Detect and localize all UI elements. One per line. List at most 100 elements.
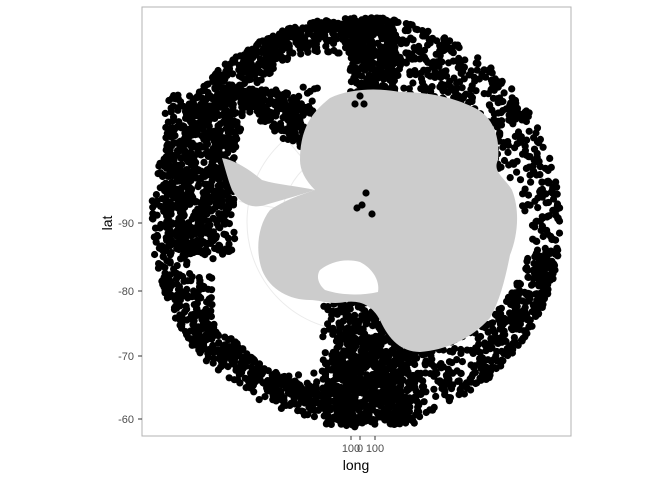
data-point: [493, 337, 501, 345]
data-point: [158, 277, 166, 285]
data-point: [502, 105, 510, 113]
data-point: [525, 163, 533, 171]
data-point: [530, 269, 539, 277]
data-point: [480, 90, 488, 98]
data-point: [213, 346, 221, 354]
data-point: [162, 234, 170, 242]
data-point: [355, 388, 363, 396]
data-point: [204, 353, 212, 361]
data-point: [170, 304, 179, 312]
data-point: [360, 100, 368, 108]
data-point: [333, 334, 342, 342]
data-point: [176, 222, 184, 230]
data-point: [420, 82, 428, 90]
data-point: [432, 392, 440, 400]
data-point: [188, 341, 196, 349]
data-point: [212, 232, 220, 240]
data-point: [374, 362, 382, 370]
data-point: [223, 68, 231, 76]
data-point: [272, 90, 280, 98]
data-point: [164, 242, 172, 250]
data-point: [239, 345, 247, 353]
data-point: [211, 142, 219, 150]
data-point: [379, 378, 387, 386]
data-point: [208, 95, 216, 103]
data-point: [497, 98, 505, 106]
data-point: [182, 223, 190, 231]
data-point: [449, 49, 457, 57]
data-point: [152, 191, 160, 199]
data-point: [352, 26, 360, 35]
data-point: [409, 36, 417, 44]
data-point: [291, 129, 299, 137]
data-point: [372, 394, 380, 402]
data-point: [169, 152, 177, 160]
data-point: [521, 142, 529, 150]
data-point: [171, 132, 179, 140]
data-point: [251, 63, 259, 71]
data-point: [181, 137, 189, 145]
data-point: [414, 369, 422, 377]
data-point: [274, 103, 282, 111]
data-point: [534, 204, 542, 212]
data-point: [303, 89, 312, 97]
data-point: [390, 77, 398, 85]
data-point: [404, 26, 412, 34]
data-point: [177, 172, 185, 180]
data-point: [390, 31, 398, 39]
data-point: [333, 390, 341, 398]
data-point: [403, 369, 411, 377]
data-point: [513, 168, 521, 176]
data-point: [193, 174, 201, 182]
data-point: [436, 377, 444, 385]
data-point: [203, 141, 211, 149]
data-point: [380, 367, 388, 375]
data-point: [322, 42, 330, 50]
data-point: [496, 325, 504, 333]
data-point: [513, 321, 521, 329]
data-point: [313, 44, 321, 52]
data-point: [284, 33, 292, 42]
data-point: [368, 378, 376, 386]
data-point: [512, 113, 520, 121]
data-point: [504, 346, 512, 354]
data-point: [193, 304, 201, 313]
data-point: [360, 349, 368, 357]
data-point: [458, 84, 466, 92]
data-point: [522, 265, 530, 273]
data-point: [360, 45, 368, 54]
data-point: [217, 363, 225, 371]
data-point: [529, 280, 537, 288]
data-point: [232, 366, 240, 374]
data-point: [216, 200, 225, 208]
data-point: [521, 207, 529, 215]
data-point: [549, 235, 557, 243]
data-point: [365, 389, 374, 397]
data-point: [294, 392, 302, 400]
data-point: [163, 163, 171, 171]
data-point: [502, 318, 510, 326]
data-point: [163, 205, 171, 213]
data-point: [482, 347, 490, 355]
data-point: [421, 359, 429, 368]
data-point: [277, 38, 285, 46]
data-point: [476, 358, 484, 366]
data-point: [335, 342, 343, 350]
data-point: [186, 270, 194, 278]
data-point: [214, 122, 222, 130]
data-point: [161, 187, 169, 195]
data-point: [294, 387, 302, 395]
data-point: [200, 82, 208, 90]
data-point: [329, 29, 337, 37]
data-point: [193, 142, 201, 150]
data-point: [369, 45, 377, 53]
data-point: [301, 399, 309, 407]
data-point: [155, 260, 163, 268]
data-point: [411, 55, 419, 63]
data-point: [161, 109, 169, 117]
data-point: [555, 217, 564, 225]
data-point: [458, 358, 466, 366]
x-tick-label: 100: [366, 443, 384, 455]
data-point: [442, 72, 451, 80]
data-point: [340, 347, 348, 355]
